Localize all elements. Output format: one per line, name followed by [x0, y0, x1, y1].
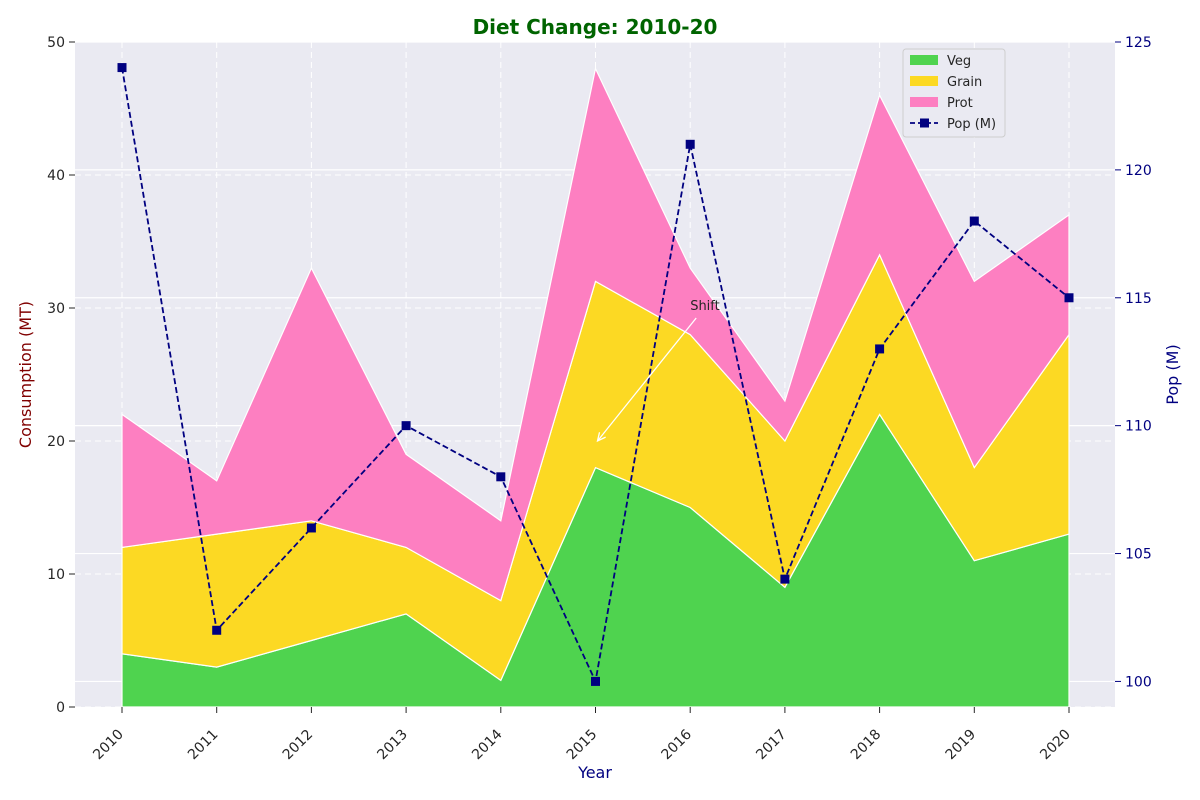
y-tick-label-30: 30 — [47, 301, 65, 317]
y-tick-label-20: 20 — [47, 434, 65, 450]
legend-label-pop: Pop (M) — [947, 117, 996, 132]
annotation-shift: Shift — [690, 299, 720, 314]
annotation-arrowhead — [596, 432, 606, 443]
legend-label-grain: Grain — [947, 75, 982, 90]
y2-tick-label-115: 115 — [1125, 291, 1152, 307]
pop-marker-2015 — [591, 676, 600, 686]
pop-marker-2017 — [780, 574, 790, 584]
legend-swatch-veg — [910, 55, 938, 65]
x-axis-label: Year — [577, 763, 612, 782]
y2-tick-label-100: 100 — [1125, 674, 1152, 690]
pop-marker-2012 — [306, 523, 316, 533]
pop-marker-2010 — [117, 63, 127, 73]
legend-label-prot: Prot — [947, 96, 973, 111]
y2-axis-label: Pop (M) — [1163, 344, 1182, 404]
chart-title: Diet Change: 2010-20 — [473, 15, 718, 39]
annotation-layer: Shift — [596, 299, 720, 443]
population-line-layer — [117, 63, 1074, 686]
y2-tick-label-110: 110 — [1125, 419, 1152, 435]
pop-marker-2018 — [875, 344, 885, 354]
pop-marker-2019 — [969, 216, 979, 226]
stacked-areas — [121, 66, 1070, 708]
y-tick-label-50: 50 — [47, 35, 65, 51]
pop-marker-2020 — [1064, 293, 1074, 303]
pop-marker-2011 — [212, 625, 222, 635]
legend-box — [902, 48, 1006, 138]
annotation-arrow — [596, 317, 697, 442]
pop-marker-2013 — [401, 421, 411, 431]
y-tick-label-40: 40 — [47, 168, 65, 184]
y-tick-label-10: 10 — [47, 567, 65, 583]
legend-marker-pop — [920, 118, 929, 128]
legend: Veg Grain Prot Pop (M) — [902, 48, 1006, 138]
y-tick-label-0: 0 — [56, 700, 65, 716]
y-axis-label: Consumption (MT) — [16, 301, 35, 448]
pop-marker-2014 — [496, 472, 506, 482]
pop-marker-2016 — [685, 139, 695, 149]
y2-tick-label-120: 120 — [1125, 163, 1152, 179]
area-prot — [121, 66, 1070, 602]
y2-tick-label-105: 105 — [1125, 547, 1152, 563]
legend-label-veg: Veg — [947, 54, 971, 69]
legend-swatch-prot — [910, 97, 938, 107]
legend-swatch-grain — [910, 76, 938, 86]
y2-tick-label-125: 125 — [1125, 35, 1152, 51]
